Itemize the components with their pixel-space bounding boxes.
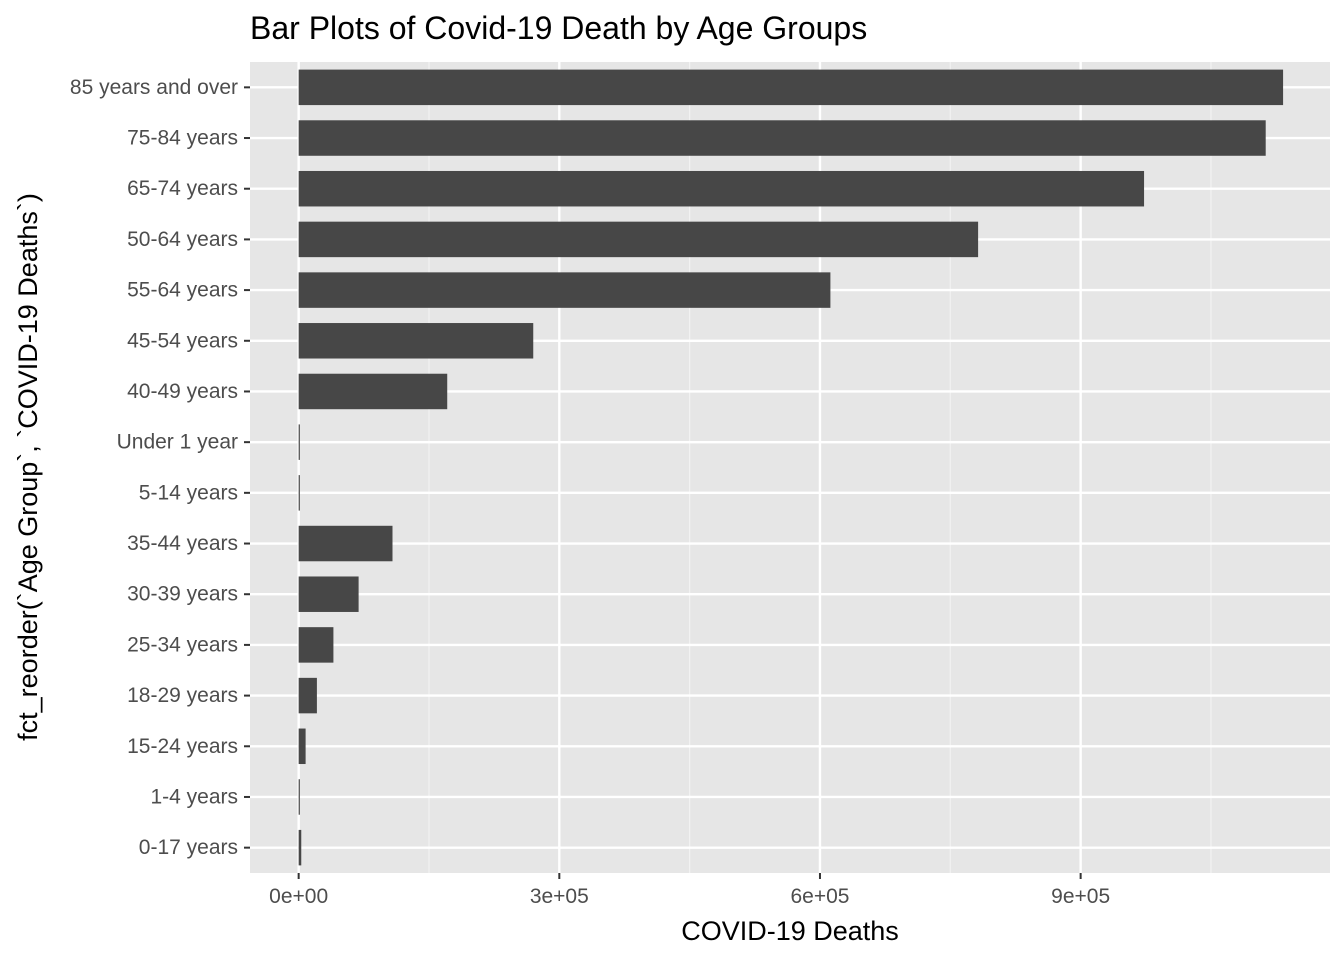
bar — [298, 170, 1145, 207]
chart-title: Bar Plots of Covid-19 Death by Age Group… — [250, 10, 867, 46]
bar — [298, 779, 300, 815]
bar — [298, 221, 979, 258]
bar — [298, 323, 534, 359]
bar — [298, 120, 1266, 156]
bar — [298, 373, 448, 410]
y-tick-label: 18-29 years — [127, 684, 238, 707]
y-tick-label: 50-64 years — [127, 228, 238, 251]
y-axis: 85 years and over 75-84 years 65-74 years 5… — [70, 76, 250, 859]
x-tick-label: 9e+05 — [1051, 885, 1110, 908]
bar — [298, 424, 300, 460]
y-tick-label: 45-54 years — [127, 329, 238, 352]
y-tick-label: 85 years and over — [70, 76, 238, 99]
y-axis-title: fct_reorder(`Age Group`, `COVID-19 Death… — [13, 193, 43, 741]
x-axis-title: COVID-19 Deaths — [681, 916, 899, 946]
bar — [298, 677, 317, 714]
y-tick-label: 65-74 years — [127, 177, 238, 200]
bar — [298, 829, 302, 866]
y-tick-label: 0-17 years — [139, 836, 238, 859]
y-tick-label: Under 1 year — [117, 431, 238, 454]
bar — [298, 576, 359, 612]
bar — [298, 627, 334, 663]
y-tick-label: 30-39 years — [127, 583, 238, 606]
y-tick-label: 5-14 years — [139, 481, 238, 504]
y-tick-label: 25-34 years — [127, 633, 238, 656]
bar — [298, 272, 831, 308]
x-tick-label: 0e+00 — [269, 885, 328, 908]
bar — [298, 728, 306, 765]
y-tick-label: 1-4 years — [150, 785, 238, 808]
bar — [298, 475, 300, 511]
y-tick-label: 75-84 years — [127, 127, 238, 150]
bar — [298, 69, 1284, 106]
bars — [298, 69, 1284, 866]
y-tick-label: 15-24 years — [127, 735, 238, 758]
x-axis: 0e+00 3e+05 6e+05 9e+05 — [269, 873, 1110, 908]
x-tick-label: 6e+05 — [790, 885, 849, 908]
x-tick-label: 3e+05 — [530, 885, 589, 908]
y-tick-label: 35-44 years — [127, 532, 238, 555]
bar — [298, 525, 393, 562]
y-tick-label: 40-49 years — [127, 380, 238, 403]
y-tick-label: 55-64 years — [127, 279, 238, 302]
